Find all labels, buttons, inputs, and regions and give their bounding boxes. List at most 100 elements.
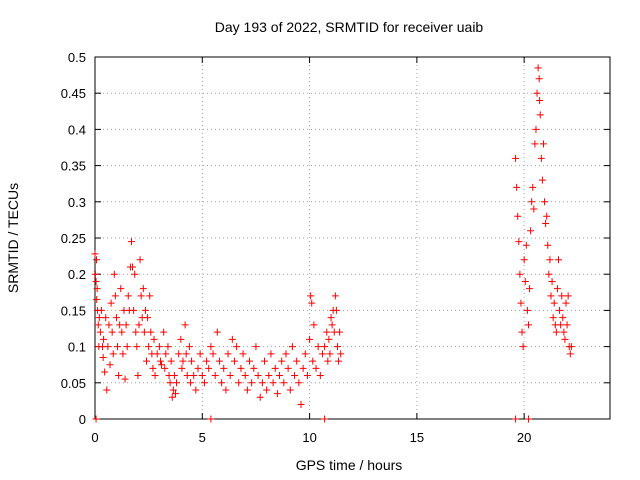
- data-point: [153, 350, 161, 358]
- data-point: [237, 364, 245, 372]
- data-point: [557, 321, 565, 329]
- x-tick-label: 15: [410, 430, 424, 445]
- data-point: [241, 372, 249, 380]
- data-point: [515, 238, 523, 246]
- data-point: [549, 314, 557, 322]
- y-tick-label: 0.45: [61, 86, 86, 101]
- data-point: [103, 386, 111, 394]
- data-point: [558, 292, 566, 300]
- data-point: [94, 321, 102, 329]
- data-point: [523, 306, 531, 314]
- data-point: [175, 350, 183, 358]
- data-point: [564, 292, 572, 300]
- data-point: [140, 328, 148, 336]
- data-point: [318, 350, 326, 358]
- y-tick-label: 0.4: [68, 122, 86, 137]
- data-point: [301, 350, 309, 358]
- data-point: [164, 343, 172, 351]
- data-point: [194, 364, 202, 372]
- y-tick-label: 0.1: [68, 340, 86, 355]
- data-point: [185, 343, 193, 351]
- data-point: [256, 393, 264, 401]
- data-point: [136, 256, 144, 264]
- data-point: [566, 350, 574, 358]
- data-point: [526, 285, 534, 293]
- y-tick-label: 0.25: [61, 231, 86, 246]
- axis-ticks: 0 0.05 0.1 0.15 0.2 0.25 0.3 0.35 0.4 0.45 0.5 0 5 10…: [61, 50, 610, 445]
- data-point: [121, 375, 129, 383]
- data-point: [309, 357, 317, 365]
- data-point: [181, 321, 189, 329]
- data-point: [179, 357, 187, 365]
- data-point: [132, 328, 140, 336]
- data-point: [99, 353, 107, 361]
- data-point: [239, 350, 247, 358]
- data-point: [160, 328, 168, 336]
- data-point: [91, 250, 99, 258]
- data-point: [532, 125, 540, 133]
- data-point: [560, 328, 568, 336]
- data-point: [213, 328, 221, 336]
- data-point: [93, 256, 101, 264]
- data-point: [336, 328, 344, 336]
- data-point: [545, 270, 553, 278]
- data-point: [291, 372, 299, 380]
- data-point: [211, 372, 219, 380]
- data-point: [530, 205, 538, 213]
- data-point: [524, 415, 532, 423]
- data-point: [331, 292, 339, 300]
- data-point: [541, 198, 549, 206]
- data-point: [222, 386, 230, 394]
- data-point: [109, 350, 117, 358]
- data-point: [252, 343, 260, 351]
- data-point: [284, 364, 292, 372]
- data-point: [537, 154, 545, 162]
- data-point: [190, 372, 198, 380]
- data-point: [112, 314, 120, 322]
- data-point: [280, 379, 288, 387]
- data-point: [248, 379, 256, 387]
- data-point: [278, 357, 286, 365]
- y-axis-label: SRMTID / TECUs: [5, 183, 21, 293]
- data-point: [135, 321, 143, 329]
- x-tick-label: 5: [199, 430, 206, 445]
- data-point: [105, 321, 113, 329]
- data-point: [147, 328, 155, 336]
- data-point: [173, 379, 181, 387]
- data-point: [327, 314, 335, 322]
- data-point: [151, 372, 159, 380]
- data-point: [561, 335, 569, 343]
- data-point: [286, 386, 294, 394]
- data-point: [188, 357, 196, 365]
- data-point: [303, 372, 311, 380]
- data-point: [141, 306, 149, 314]
- data-point: [527, 227, 535, 235]
- x-axis-label: GPS time / hours: [296, 457, 403, 473]
- data-point: [161, 364, 169, 372]
- data-point: [559, 314, 567, 322]
- data-point: [535, 75, 543, 83]
- data-point: [124, 292, 132, 300]
- data-point: [323, 328, 331, 336]
- data-point: [167, 357, 175, 365]
- data-point: [146, 292, 154, 300]
- data-point: [546, 256, 554, 264]
- data-point: [127, 238, 135, 246]
- data-point: [246, 357, 253, 365]
- data-point: [332, 306, 340, 314]
- data-point: [547, 292, 555, 300]
- data-point: [243, 386, 251, 394]
- data-point: [131, 270, 139, 278]
- data-point: [158, 361, 166, 369]
- data-point: [207, 415, 215, 423]
- data-point: [531, 140, 539, 148]
- data-point: [129, 263, 137, 271]
- data-point: [119, 350, 127, 358]
- data-point: [114, 343, 122, 351]
- plot-frame: [94, 56, 611, 420]
- data-point: [96, 328, 104, 336]
- data-point: [100, 335, 108, 343]
- data-point: [224, 350, 232, 358]
- data-point: [265, 372, 273, 380]
- data-point: [145, 343, 153, 351]
